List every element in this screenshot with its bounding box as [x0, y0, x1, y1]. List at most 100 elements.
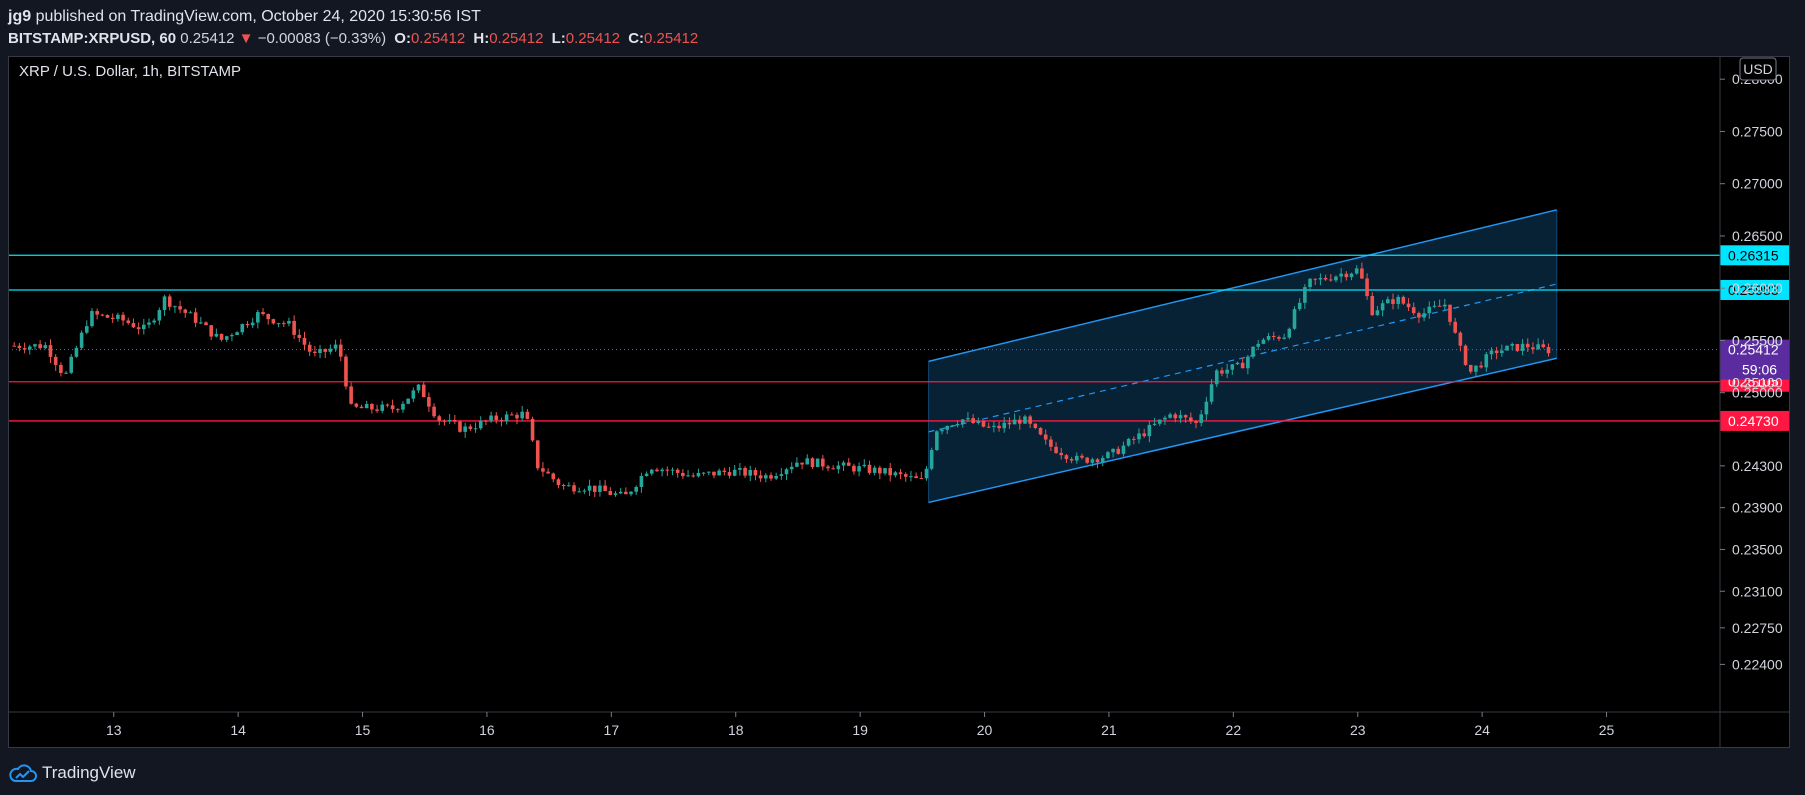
candle[interactable]	[1085, 456, 1089, 464]
candle[interactable]	[598, 480, 602, 497]
candle[interactable]	[292, 315, 296, 340]
candle[interactable]	[779, 468, 784, 480]
candle[interactable]	[142, 318, 146, 335]
candle[interactable]	[344, 354, 348, 390]
candle[interactable]	[1458, 331, 1463, 352]
candle[interactable]	[1318, 273, 1323, 286]
candle[interactable]	[74, 345, 79, 358]
candle[interactable]	[1189, 412, 1193, 425]
candle[interactable]	[551, 472, 556, 483]
candle[interactable]	[240, 323, 245, 335]
candle[interactable]	[592, 485, 597, 498]
candle[interactable]	[318, 344, 322, 359]
candle[interactable]	[510, 412, 514, 416]
candle[interactable]	[302, 331, 307, 351]
candle[interactable]	[903, 472, 908, 482]
candle[interactable]	[147, 318, 151, 329]
candle[interactable]	[1354, 265, 1359, 275]
currency-button[interactable]: USD	[1739, 57, 1777, 81]
candle[interactable]	[893, 471, 898, 478]
candle[interactable]	[1178, 410, 1183, 423]
candle[interactable]	[1474, 365, 1478, 378]
candle[interactable]	[64, 371, 68, 375]
candle[interactable]	[867, 460, 872, 475]
candle[interactable]	[1510, 342, 1515, 351]
candle[interactable]	[416, 383, 421, 393]
candle[interactable]	[199, 316, 203, 325]
candle[interactable]	[1080, 453, 1084, 460]
candle[interactable]	[1308, 278, 1312, 292]
candle[interactable]	[1132, 436, 1136, 445]
channel-fill[interactable]	[928, 209, 1557, 503]
candle[interactable]	[173, 305, 177, 313]
candle[interactable]	[1375, 305, 1380, 316]
candle[interactable]	[1220, 367, 1224, 377]
candle[interactable]	[748, 465, 753, 482]
candle[interactable]	[1106, 450, 1110, 459]
candle[interactable]	[385, 403, 390, 408]
candle[interactable]	[774, 472, 778, 481]
candle[interactable]	[758, 470, 763, 482]
candle[interactable]	[390, 399, 395, 413]
candle[interactable]	[79, 330, 84, 351]
candle[interactable]	[769, 472, 773, 481]
candle[interactable]	[27, 344, 32, 355]
candle[interactable]	[1266, 332, 1271, 342]
candle[interactable]	[250, 317, 255, 329]
candle[interactable]	[1370, 292, 1375, 316]
candle[interactable]	[1173, 412, 1178, 423]
candle[interactable]	[484, 419, 488, 426]
candle[interactable]	[380, 400, 385, 414]
candle[interactable]	[328, 344, 333, 355]
candle[interactable]	[929, 447, 934, 471]
candle[interactable]	[696, 468, 701, 478]
candle[interactable]	[224, 335, 229, 343]
candle[interactable]	[624, 487, 628, 495]
candle[interactable]	[1261, 337, 1266, 345]
candle[interactable]	[1411, 302, 1416, 316]
candle[interactable]	[1111, 448, 1115, 458]
candle[interactable]	[805, 454, 810, 465]
candle[interactable]	[193, 307, 198, 328]
candle[interactable]	[1059, 447, 1064, 460]
candle[interactable]	[634, 485, 639, 495]
candle[interactable]	[1090, 457, 1095, 467]
candle[interactable]	[1484, 351, 1489, 372]
candle[interactable]	[1365, 273, 1369, 300]
candle[interactable]	[1142, 428, 1146, 438]
candle[interactable]	[421, 382, 426, 398]
candle[interactable]	[116, 312, 120, 322]
candle[interactable]	[453, 414, 457, 425]
candle[interactable]	[489, 411, 493, 423]
candle[interactable]	[862, 459, 867, 468]
candle[interactable]	[800, 462, 804, 470]
candle[interactable]	[1095, 457, 1100, 469]
candle[interactable]	[1137, 428, 1141, 444]
candle[interactable]	[639, 472, 644, 493]
candle[interactable]	[427, 392, 431, 412]
candle[interactable]	[1271, 331, 1276, 341]
candle[interactable]	[1401, 295, 1406, 306]
candle[interactable]	[940, 428, 944, 435]
candle[interactable]	[675, 468, 680, 478]
candle[interactable]	[1007, 417, 1012, 429]
candle[interactable]	[732, 464, 737, 477]
candle[interactable]	[204, 321, 208, 326]
candle[interactable]	[1443, 298, 1447, 311]
candle[interactable]	[992, 421, 996, 433]
candle[interactable]	[1069, 457, 1074, 464]
candle[interactable]	[235, 331, 239, 336]
candle[interactable]	[245, 321, 250, 328]
candle[interactable]	[681, 469, 685, 479]
candle[interactable]	[1417, 311, 1421, 323]
candle[interactable]	[665, 466, 670, 477]
candle[interactable]	[499, 417, 504, 427]
candle[interactable]	[131, 318, 136, 329]
candle[interactable]	[323, 348, 328, 358]
candle[interactable]	[717, 468, 721, 476]
candle[interactable]	[1297, 298, 1302, 311]
candle[interactable]	[53, 354, 58, 371]
candle[interactable]	[841, 460, 846, 472]
candle[interactable]	[603, 479, 607, 492]
candle[interactable]	[214, 328, 219, 338]
